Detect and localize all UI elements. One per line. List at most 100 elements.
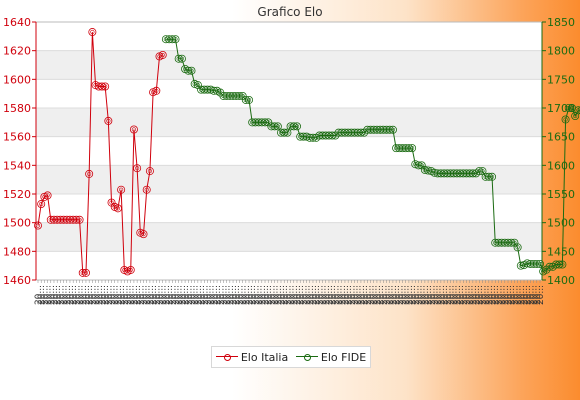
x-axis-tick-label: 20... [389,285,399,305]
legend-item-elo-italia[interactable]: Elo Italia [215,351,288,364]
data-point-elo-italia [43,191,52,200]
x-axis-tick-label: 20... [267,285,277,305]
data-point-elo-fide [334,128,343,137]
data-point-inner-elo-italia [39,201,44,207]
x-axis-tick-label: 20... [459,285,469,305]
data-point-elo-fide [488,172,497,181]
data-point-elo-italia [81,268,90,277]
x-axis-tick-label: 20... [430,285,440,305]
data-point-elo-fide [203,85,212,94]
data-point-elo-fide [465,169,474,178]
x-axis-tick-label: 20... [331,285,341,305]
x-axis-tick-label: 20... [63,285,73,305]
x-axis-tick-label: 20... [482,285,492,305]
data-point-elo-fide [526,259,535,268]
x-axis-tick-label: 20... [216,285,226,305]
x-axis-tick-label: 20... [184,285,194,305]
x-axis-tick-label: 20... [523,285,533,305]
data-point-elo-italia [49,215,58,224]
data-point-elo-fide [305,133,314,142]
x-axis-tick-label: 20... [312,285,322,305]
data-point-inner-elo-fide [419,163,424,168]
x-axis-tick-label: 20... [395,285,405,305]
legend-item-elo-fide[interactable]: Elo FIDE [295,351,366,364]
data-point-elo-fide [318,131,327,140]
x-axis-tick-label: 20... [379,285,389,305]
data-point-inner-elo-fide [512,240,517,245]
data-point-inner-elo-fide [480,168,485,174]
x-axis-tick-label: 20... [146,285,156,305]
x-axis-tick-label: 20... [245,285,255,305]
data-point-inner-elo-italia [77,217,82,222]
x-axis-tick-label: 20... [299,285,309,305]
data-point-elo-fide [551,260,560,269]
x-axis-tick-label: 20... [140,285,150,305]
data-point-inner-elo-fide [560,262,565,267]
x-axis-tick-label: 20... [373,285,383,305]
data-point-elo-italia [117,185,126,194]
data-point-inner-elo-italia [144,187,149,192]
data-point-inner-elo-fide [390,127,396,132]
data-point-elo-fide [286,122,295,131]
data-point-inner-elo-italia [135,166,140,171]
x-axis-tick-label: 20... [335,285,345,305]
data-point-inner-elo-italia [147,168,153,174]
x-axis-tick-label: 20... [408,285,418,305]
data-point-elo-fide [494,238,503,247]
x-axis-tick-label: 20... [280,285,290,305]
x-axis-tick-label: 20... [133,285,143,305]
x-axis-tick-label: 20... [322,285,332,305]
left-axis-tick-label: 1640 [3,16,31,29]
data-point-elo-fide [197,85,206,94]
left-axis: 1460 1480 1500 1520 1540 1560 1580 1600 1620 1640 [3,16,37,287]
data-point-elo-italia [145,167,154,176]
x-axis-tick-label: 20... [536,285,546,305]
data-point-elo-fide [382,125,391,134]
data-point-inner-elo-fide [541,269,546,274]
data-point-elo-fide [395,144,404,153]
data-point-elo-fide [200,85,209,94]
x-axis-tick-label: 20... [475,285,485,305]
x-axis-tick-label: 20... [478,285,488,305]
data-point-elo-fide [168,35,177,44]
data-point-elo-italia [37,200,46,209]
x-axis: 20...20...20...20...20...20...20...20...… [34,280,546,305]
x-axis-tick-label: 20... [367,285,377,305]
right-axis-tick-label: 1450 [547,245,575,258]
x-axis-tick-label: 20... [203,285,213,305]
data-point-elo-fide [385,125,394,134]
data-point-elo-fide [376,125,385,134]
x-axis-tick-label: 20... [399,285,409,305]
x-axis-tick-label: 20... [402,285,412,305]
data-point-inner-elo-italia [90,29,95,35]
x-axis-tick-label: 20... [120,285,130,305]
data-point-inner-elo-italia [115,206,121,211]
x-axis-tick-label: 20... [223,285,233,305]
data-point-inner-elo-italia [119,187,124,192]
data-point-elo-fide [328,131,337,140]
x-axis-tick-label: 20... [376,285,386,305]
x-axis-tick-label: 20... [533,285,543,305]
data-point-inner-elo-fide [285,130,290,135]
data-point-elo-fide [296,132,305,141]
x-axis-tick-label: 20... [213,285,223,305]
data-point-elo-italia [142,185,151,194]
data-point-elo-fide [456,169,465,178]
x-axis-tick-label: 20... [53,285,63,305]
left-axis-tick-label: 1540 [3,159,31,172]
data-point-inner-elo-fide [515,245,520,250]
x-axis-tick-label: 20... [514,285,524,305]
data-point-elo-fide [177,54,186,63]
data-point-elo-italia [65,215,74,224]
data-point-elo-fide [555,260,564,269]
right-axis-tick-label: 1500 [547,217,575,230]
data-point-inner-elo-italia [106,118,111,123]
x-axis-tick-label: 20... [338,285,348,305]
plot-background [36,22,542,280]
x-axis-tick-label: 20... [85,285,95,305]
data-point-elo-fide [430,168,439,177]
data-point-elo-fide [452,169,461,178]
x-axis-tick-label: 20... [258,285,268,305]
right-axis-tick-label: 1550 [547,188,575,201]
data-point-elo-fide [241,95,250,104]
